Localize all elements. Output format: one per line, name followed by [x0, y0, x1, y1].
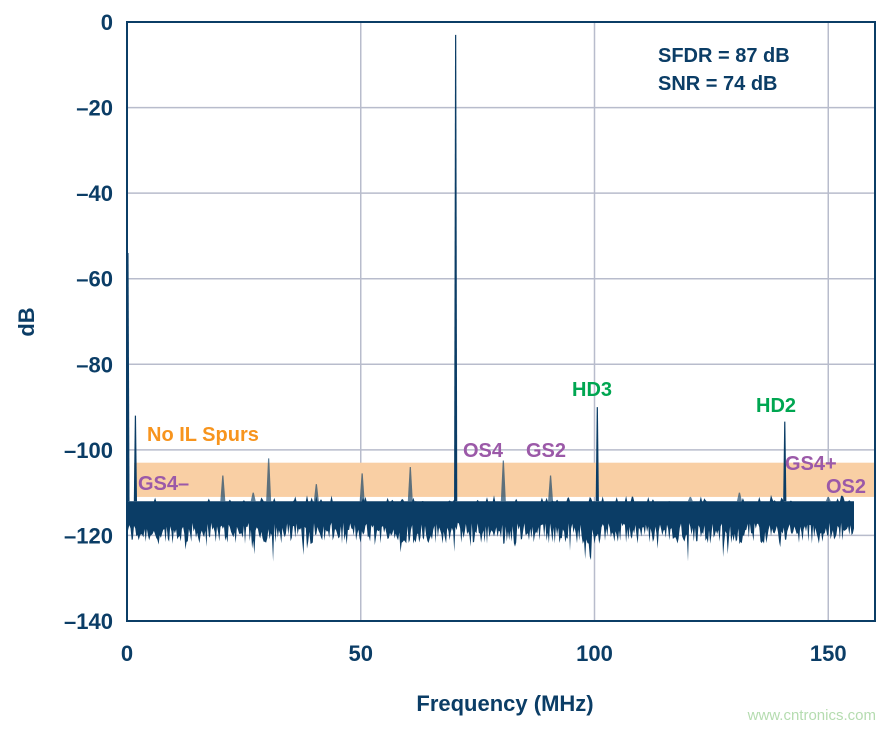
spur-peak: [220, 475, 226, 502]
no-il-spurs-label: No IL Spurs: [147, 424, 259, 446]
hd2-label: HD2: [756, 395, 796, 417]
spur-peak: [454, 34, 458, 502]
y-tick-label: –20: [76, 96, 113, 121]
spur-peak: [687, 496, 693, 502]
hd3-label: HD3: [572, 379, 612, 401]
sfdr-annotation: SFDR = 87 dB: [658, 45, 790, 67]
y-axis-label: dB: [14, 307, 39, 336]
os4-label: OS4: [463, 440, 504, 462]
spur-peak: [736, 492, 742, 502]
spur-peak: [133, 415, 138, 502]
spur-peak: [783, 421, 787, 502]
y-tick-label: –80: [76, 352, 113, 377]
x-tick-label: 50: [349, 641, 373, 666]
gs4-plus-label: GS4+: [785, 453, 837, 475]
spur-peak: [250, 492, 256, 502]
x-tick-label: 150: [810, 641, 847, 666]
x-axis-label: Frequency (MHz): [416, 691, 593, 716]
snr-annotation: SNR = 74 dB: [658, 73, 777, 95]
gs2-label: GS2: [526, 440, 566, 462]
noise-floor-trace: [127, 494, 854, 562]
spur-peak: [313, 484, 319, 502]
gs4-minus-label: GS4–: [138, 473, 189, 495]
y-tick-label: –120: [64, 523, 113, 548]
spur-peak: [548, 475, 554, 502]
spur-peak: [595, 407, 599, 502]
os2-label: OS2: [826, 476, 866, 498]
y-tick-label: –40: [76, 181, 113, 206]
y-tick-label: –100: [64, 438, 113, 463]
spur-peak: [825, 496, 831, 502]
spur-peak: [407, 466, 413, 502]
spur-peak: [266, 458, 272, 502]
y-tick-label: –60: [76, 267, 113, 292]
x-tick-label: 0: [121, 641, 133, 666]
watermark: www.cntronics.com: [747, 707, 876, 724]
spur-peak: [500, 460, 506, 502]
spur-peak: [359, 473, 365, 502]
y-tick-label: 0: [101, 10, 113, 35]
x-tick-label: 100: [576, 641, 613, 666]
plot-frame: [126, 21, 876, 622]
y-tick-label: –140: [64, 609, 113, 634]
